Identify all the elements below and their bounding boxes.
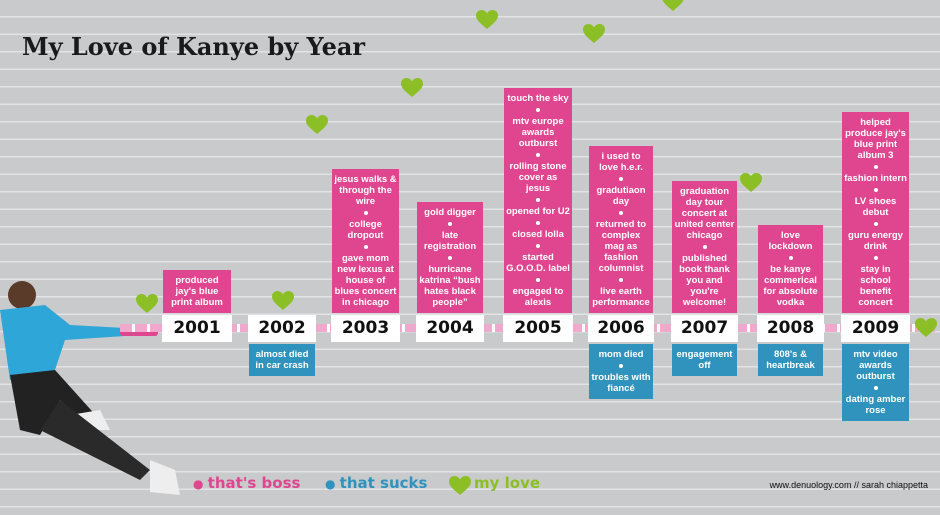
event-text: graduation day tour concert at united ce…	[674, 186, 735, 241]
bullet	[363, 245, 368, 249]
event-text: dating amber rose	[845, 394, 906, 416]
year-label: 2001	[162, 315, 232, 342]
event-text: jesus walks & through the wire	[334, 174, 397, 207]
bullet	[873, 165, 878, 169]
year-label: 2009	[841, 315, 910, 342]
bullet	[448, 222, 452, 226]
event-text: gradutiaon day	[596, 185, 646, 207]
event-text: mom died	[598, 349, 644, 360]
bad-box: engagement off	[672, 344, 737, 376]
heart	[583, 24, 605, 43]
event-text: stay in school benefit concert	[858, 264, 893, 308]
event-text: touch the sky	[507, 93, 569, 104]
bullet	[619, 278, 623, 282]
heart	[306, 115, 328, 134]
event-text: started G.O.O.D. label	[506, 252, 570, 274]
bad-box: 808's & heartbreak	[758, 344, 823, 376]
heart	[476, 10, 498, 29]
legend-love: my love	[474, 474, 541, 492]
heart	[915, 318, 937, 337]
year-label: 2008	[757, 315, 824, 342]
good-box: helped produce jay's blue print album 3 f…	[842, 112, 909, 313]
good-box: produced jay's blue print album	[163, 270, 231, 313]
event-text: almost died in car crash	[255, 349, 309, 371]
event-text: love lockdown	[768, 230, 813, 252]
event-text: troubles with fiancé	[591, 372, 651, 394]
event-text: gave mom new lexus at house of blues con…	[334, 253, 397, 308]
bad-box: mom died troubles with fiancé	[589, 344, 653, 399]
title: My Love of Kanye by Year	[22, 32, 366, 61]
bullet	[619, 364, 623, 368]
heart	[662, 0, 684, 11]
bullet	[536, 244, 540, 248]
bullet	[536, 108, 540, 112]
event-text: 808's & heartbreak	[766, 349, 815, 371]
event-text: returned to complex mag as fashion colum…	[595, 219, 647, 274]
bad-box: almost died in car crash	[249, 344, 315, 376]
bullet	[873, 386, 878, 390]
heart	[401, 78, 423, 97]
legend-good: ● that's boss	[193, 474, 301, 492]
event-text: rolling stone cover as jesus	[509, 161, 567, 194]
bullet	[873, 256, 878, 260]
event-text: published book thank you and you're welc…	[679, 253, 730, 308]
event-text: opened for U2	[506, 206, 570, 217]
year-label: 2006	[588, 315, 654, 342]
year-label: 2007	[671, 315, 738, 342]
event-text: i used to love h.e.r.	[599, 151, 643, 173]
event-text: college dropout	[347, 219, 384, 241]
credit: www.denuology.com // sarah chiappetta	[769, 480, 928, 490]
bullet	[788, 256, 793, 260]
legend-label: that's boss	[207, 474, 301, 492]
heart	[272, 291, 294, 310]
good-box: i used to love h.e.r. gradutiaon day retur…	[589, 146, 653, 313]
event-text: produced jay's blue print album	[171, 275, 223, 308]
good-box: touch the sky mtv europe awards outburst r…	[504, 88, 572, 313]
bullet	[873, 188, 878, 192]
year-label: 2005	[503, 315, 573, 342]
bullet	[536, 153, 540, 157]
event-text: gold digger	[424, 207, 476, 218]
event-text: engaged to alexis	[512, 286, 564, 308]
bullet	[448, 256, 452, 260]
event-text: fashion intern	[844, 173, 907, 184]
bullet	[363, 211, 368, 215]
legend-bad: ● that sucks	[325, 474, 428, 492]
bad-box: mtv video awards outburst dating amber ro…	[842, 344, 909, 421]
event-text: hurricane katrina “bush hates black peop…	[419, 264, 481, 308]
event-text: guru energy drink	[848, 230, 903, 252]
event-text: helped produce jay's blue print album 3	[845, 117, 906, 161]
bullet	[536, 221, 540, 225]
year-label: 2002	[248, 315, 316, 342]
heart	[136, 294, 158, 313]
heart	[740, 173, 762, 192]
bullet	[619, 177, 623, 181]
bullet	[702, 245, 707, 249]
bullet	[536, 278, 540, 282]
good-box: graduation day tour concert at united ce…	[672, 181, 737, 313]
bullet	[536, 198, 540, 202]
event-text: be kanye commerical for absolute vodka	[763, 264, 818, 308]
event-text: mtv video awards outburst	[853, 349, 898, 382]
year-label: 2003	[331, 315, 400, 342]
event-text: late registration	[423, 230, 477, 252]
event-text: live earth performance	[592, 286, 650, 308]
good-box: gold digger late registration hurricane ka…	[417, 202, 483, 313]
bullet	[873, 222, 878, 226]
bullet	[619, 211, 623, 215]
event-text: mtv europe awards outburst	[512, 116, 564, 149]
legend-label: that sucks	[339, 474, 428, 492]
year-label: 2004	[416, 315, 484, 342]
event-text: engagement off	[676, 349, 733, 371]
heart	[449, 476, 471, 495]
good-box: love lockdown be kanye commerical for abs…	[758, 225, 823, 313]
kanye-figure	[0, 281, 180, 495]
event-text: LV shoes debut	[854, 196, 897, 218]
good-box: jesus walks & through the wire college dr…	[332, 169, 399, 313]
event-text: closed lolla	[512, 229, 564, 240]
